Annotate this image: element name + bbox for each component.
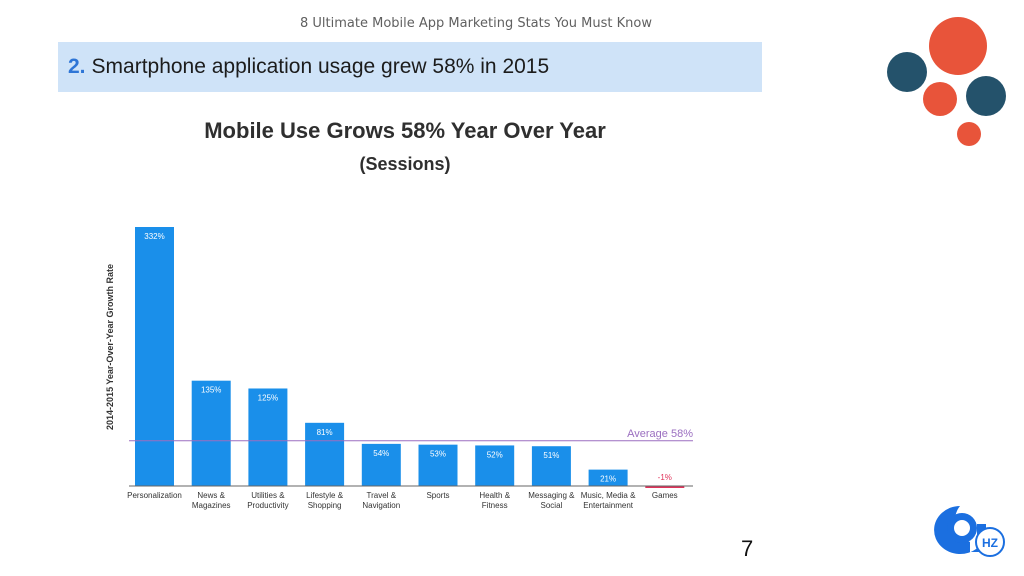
value-label: 52%	[487, 450, 503, 459]
value-label: 21%	[600, 475, 616, 484]
bar	[475, 445, 515, 486]
value-label: 81%	[317, 428, 333, 437]
logo-text: HZ	[982, 536, 998, 550]
decor-circle	[966, 76, 1006, 116]
value-label: -1%	[658, 473, 672, 482]
bar	[135, 227, 174, 486]
decor-circle	[887, 52, 927, 92]
category-label: Games	[652, 491, 678, 500]
decor-circle	[923, 82, 957, 116]
average-label: Average 58%	[627, 428, 693, 440]
chart-subtitle: (Sessions)	[359, 154, 451, 174]
deck-title: 8 Ultimate Mobile App Marketing Stats Yo…	[300, 16, 652, 31]
category-labels-group: Personalization News & Magazines Utilities …	[127, 491, 678, 510]
value-labels-group: 332% 135% 125% 81% 54% 53% 52% 51% 21% -1%	[144, 232, 672, 484]
category-label: Health & Fitness	[479, 491, 510, 510]
chart-title: Mobile Use Grows 58% Year Over Year	[204, 118, 606, 143]
bars-group	[135, 227, 685, 488]
bar	[645, 486, 685, 488]
decor-circle-large	[929, 17, 987, 75]
bar	[191, 380, 231, 486]
category-label: Travel & Navigation	[362, 491, 400, 510]
decor-circle-small	[957, 122, 981, 146]
category-label: Utilities & Productivity	[247, 491, 288, 510]
value-label: 332%	[144, 232, 164, 241]
bar	[305, 422, 345, 486]
value-label: 135%	[201, 386, 221, 395]
value-label: 125%	[258, 393, 278, 402]
value-label: 51%	[543, 451, 559, 460]
bar	[361, 443, 401, 486]
category-label: News & Magazines	[192, 491, 231, 510]
9hz-logo-icon: HZ	[934, 506, 1005, 557]
value-label: 53%	[430, 450, 446, 459]
bar	[248, 388, 288, 486]
bar	[531, 446, 571, 486]
heading-number: 2.	[68, 55, 86, 78]
y-axis-label: 2014-2015 Year-Over-Year Growth Rate	[105, 264, 115, 430]
category-label: Personalization	[127, 491, 182, 500]
slide-heading: 2. Smartphone application usage grew 58%…	[58, 42, 762, 92]
category-label: Lifestyle & Shopping	[306, 491, 344, 510]
bar	[418, 444, 458, 486]
heading-text: Smartphone application usage grew 58% in…	[91, 55, 550, 78]
category-label: Music, Media & Entertainment	[581, 491, 636, 510]
bar	[588, 469, 628, 486]
category-label: Messaging & Social	[528, 491, 575, 510]
decorative-circles	[887, 17, 1006, 146]
value-label: 54%	[373, 449, 389, 458]
category-label: Sports	[426, 491, 449, 500]
page-number: 7	[741, 536, 754, 561]
